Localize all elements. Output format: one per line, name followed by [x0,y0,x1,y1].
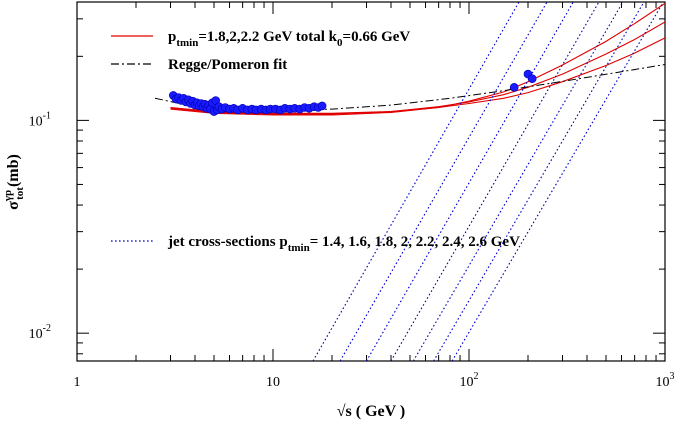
y-tick-label: 10-1 [29,110,51,129]
data-point [509,83,519,92]
y-tick-label: 10-2 [29,323,51,342]
x-tick-label: 1 [74,375,81,390]
data-point [527,74,537,83]
legend-label-model: ptmin=1.8,2,2.2 GeV total k0=0.66 GeV [168,29,410,49]
x-tick-label: 102 [460,371,479,390]
legend-label-jets: jet cross-sections ptmin= 1.4, 1.6, 1.8,… [167,234,520,254]
jets-series-line [339,2,548,361]
jets-series-line [312,2,520,361]
x-tick-label: 103 [656,371,675,390]
jets-series-line [390,2,600,361]
data-point [317,101,327,111]
data-points-layer [169,69,537,116]
jets-series-line [366,2,574,361]
regge-series-line [154,64,665,112]
legend-label-regge: Regge/Pomeron fit [168,57,287,73]
plot-frame [76,1,666,362]
model-series-line [170,21,665,115]
y-axis-title: σγptot(mb) [2,154,26,210]
series-layer [154,2,665,361]
x-axis-title: √s ( GeV ) [337,403,405,420]
model-series-line [170,37,665,114]
x-tick-label: 10 [266,375,280,390]
jets-series-line [433,2,645,361]
legend: ptmin=1.8,2,2.2 GeV total k0=0.66 GeV Reg… [111,29,520,254]
jets-series-line [451,2,664,361]
axis-ticks: 1 10 102 103 10-2 10-1 [29,2,675,390]
model-series-line [170,2,665,116]
jets-series-line [412,2,624,361]
